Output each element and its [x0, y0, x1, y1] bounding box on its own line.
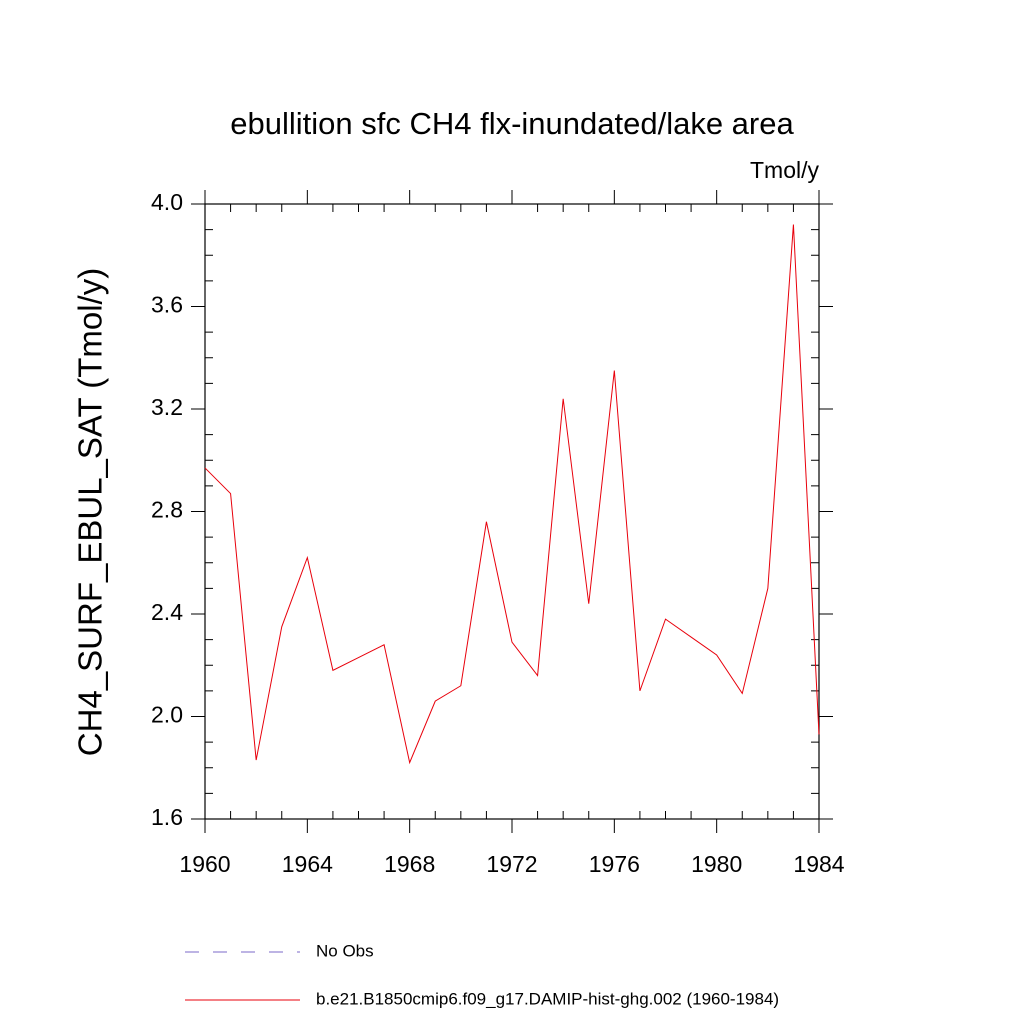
- y-tick-label: 3.2: [151, 394, 183, 420]
- x-tick-label: 1984: [793, 851, 844, 877]
- y-tick-label: 4.0: [151, 189, 183, 215]
- data-line: [204, 224, 820, 765]
- plot-frame: [204, 203, 820, 820]
- legend-label: No Obs: [316, 941, 374, 960]
- x-tick-label: 1964: [282, 851, 333, 877]
- y-tick-label: 2.8: [151, 497, 183, 523]
- x-tick-label: 1980: [691, 851, 742, 877]
- y-tick-label: 2.0: [151, 702, 183, 728]
- y-axis-label: CH4_SURF_EBUL_SAT (Tmol/y): [72, 268, 109, 756]
- units-label: Tmol/y: [750, 157, 820, 183]
- y-tick-label: 3.6: [151, 292, 183, 318]
- y-tick-label: 2.4: [151, 599, 183, 625]
- y-tick-label: 1.6: [151, 804, 183, 830]
- x-tick-label: 1960: [179, 851, 230, 877]
- x-tick-label: 1976: [589, 851, 640, 877]
- chart-title: ebullition sfc CH4 flx-inundated/lake ar…: [230, 106, 794, 141]
- legend-label: b.e21.B1850cmip6.f09_g17.DAMIP-hist-ghg.…: [316, 989, 779, 1008]
- x-tick-label: 1972: [486, 851, 537, 877]
- x-tick-label: 1968: [384, 851, 435, 877]
